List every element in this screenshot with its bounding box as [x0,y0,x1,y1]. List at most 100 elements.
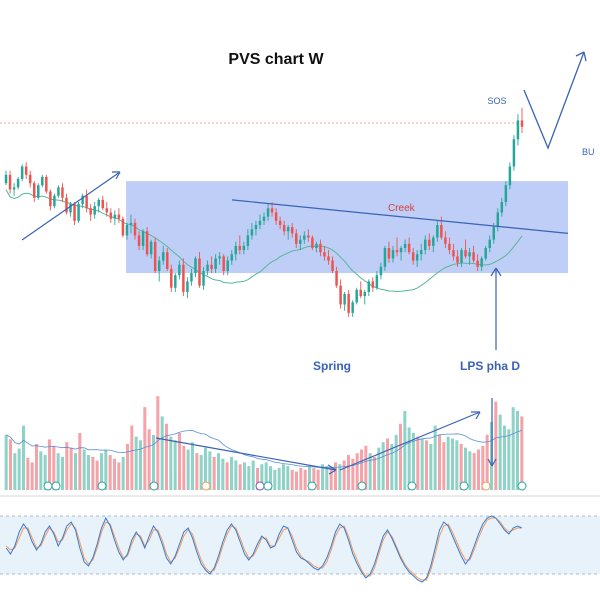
candle-body [166,252,169,269]
volume-bar [82,449,86,490]
candle-body [141,231,145,246]
volume-bar [476,449,481,490]
candle-body [129,222,133,225]
candle-body [49,191,52,207]
volume-bar [91,456,95,490]
candle-body [403,243,407,248]
candle-body [153,241,157,271]
candle-body [246,235,250,246]
volume-bar [195,453,199,490]
volume-bar [30,462,34,490]
volume-bar [117,462,121,490]
volume-bar [312,467,316,490]
candle-body [480,258,483,267]
volume-bar [86,455,91,490]
volume-bar [229,456,234,490]
volume-bar [156,396,160,490]
candle-body [214,258,217,269]
candle-body [53,195,56,207]
candle-body [137,235,141,246]
candle-body [222,256,225,271]
volume-bar [294,471,299,490]
projection-path-line [523,51,585,150]
volume-bar [485,434,489,490]
candle-body [484,248,487,259]
volume-bar [372,456,377,490]
volume-bar [182,445,186,490]
candle-body [432,237,435,246]
volume-moving-average [6,429,522,469]
volume-bar [78,432,82,490]
volume-bar [494,401,498,490]
volume-bar [208,451,212,490]
volume-bar [429,444,433,490]
candle-body [157,260,161,271]
volume-bar [377,447,381,490]
volume-downtrend-line [155,437,337,471]
stochastic-k-line [5,515,523,583]
candle-body [286,227,290,232]
volume-bar [247,466,251,490]
volume-bar [73,453,78,490]
volume-downtrend-arrow-head [327,464,337,475]
volume-bar [359,449,364,490]
candle-body [294,233,298,244]
volume-bar [511,407,515,490]
volume-lps-arrow-head [487,458,497,467]
bu-label: BU [582,147,595,157]
volume-bar [390,444,394,490]
uptrend-arrow-left-line [21,171,121,241]
candle-body [508,166,512,186]
candle-body [452,250,455,257]
candle-body [186,281,189,292]
volume-bar [143,407,147,490]
candle-body [174,275,177,288]
candle-body [315,243,318,248]
candle-body [311,237,314,248]
candle-body [307,235,310,238]
candle-body [254,225,258,230]
volume-bar [299,467,303,490]
candle-body [105,208,109,213]
volume-bar [420,438,424,490]
candle-body [415,254,419,261]
candle-body [319,243,322,253]
volume-bar [502,425,507,490]
candle-body [194,258,197,274]
event-marker [201,481,211,491]
volume-bar [498,414,502,490]
volume-bar [221,458,225,490]
candle-body [170,268,173,288]
volume-bar [333,462,338,490]
volume-bar [43,455,47,490]
volume-bar [39,451,43,490]
volume-bar [234,460,238,490]
candle-body [472,252,475,261]
volume-bar [177,432,182,490]
candle-body [262,216,266,221]
volume-bar [186,449,190,490]
candle-body [436,225,439,238]
candle-body [85,195,88,209]
candle-body [327,256,330,261]
candle-body [423,239,427,251]
volume-bar [260,464,264,490]
volume-bar [381,442,385,490]
candle-body [379,266,383,276]
candle-body [512,139,516,167]
candle-body [258,220,262,225]
volume-bar [351,458,355,490]
candle-body [274,212,278,221]
candle-body [238,245,242,251]
candle-body [448,243,451,251]
candle-body [242,245,246,251]
candle-body [61,187,64,198]
candle-body [375,275,379,288]
candle-body [16,179,20,188]
volume-bar [368,453,372,490]
volume-bar [316,469,320,490]
volume-bar [8,439,13,490]
candle-body [504,185,508,202]
